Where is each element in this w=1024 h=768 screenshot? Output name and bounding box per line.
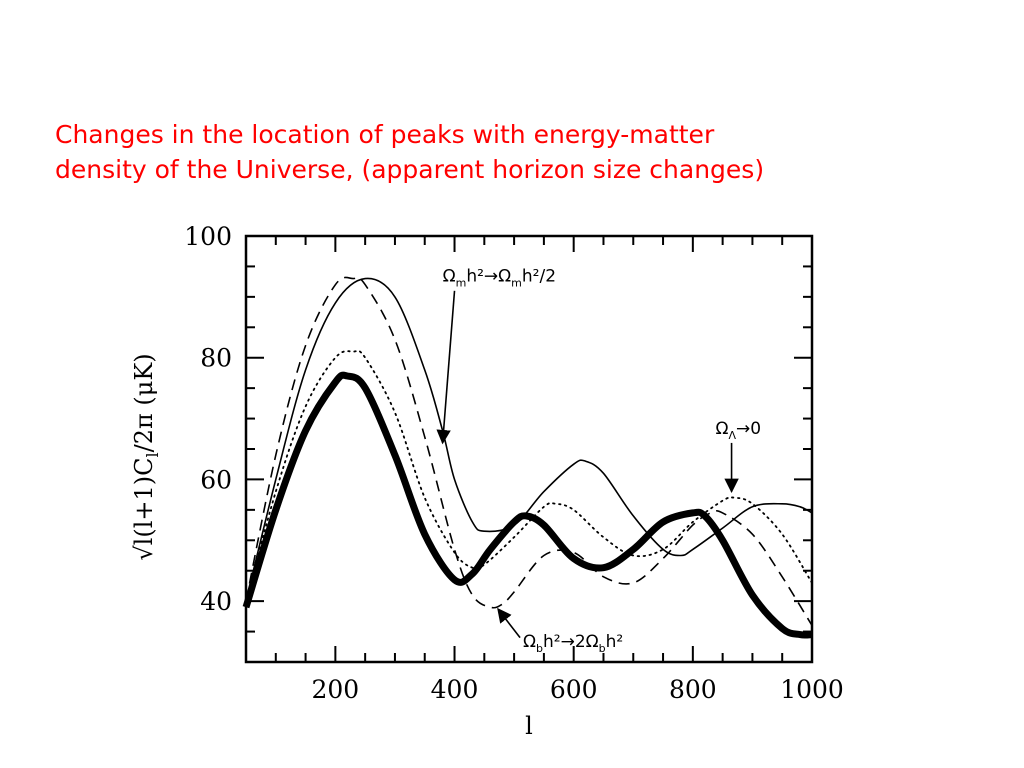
y-tick-label: 100	[184, 222, 232, 251]
series-line-solid	[245, 277, 813, 602]
annotation-arrow-1	[436, 290, 456, 445]
y-axis-label-rest: /2π (μK)	[130, 353, 158, 452]
slide-title-line-2: density of the Universe, (apparent horiz…	[55, 155, 765, 184]
annotation-omega-m: Ωmh²→Ωmh²/2	[443, 267, 556, 290]
plot-frame	[244, 234, 814, 664]
y-axis-label-sub: l	[143, 452, 162, 457]
y-tick-label: 40	[200, 587, 232, 616]
y-tick-label: 60	[200, 465, 232, 494]
slide-title-line-1: Changes in the location of peaks with en…	[55, 120, 715, 149]
y-tick-label: 80	[200, 344, 232, 373]
series-layer	[242, 276, 813, 639]
annotation-layer	[436, 290, 739, 639]
x-tick-label: 1000	[780, 675, 844, 704]
series-line-thick-solid	[242, 371, 813, 639]
axis-tick-labels: 200 400 600 800 1000 40 60 80 100	[184, 222, 844, 704]
series-line-dashed	[245, 276, 813, 626]
axis-ticks	[245, 235, 813, 663]
slide-title: Changes in the location of peaks with en…	[55, 117, 955, 187]
annotation-omega-b: Ωbh²→2Ωbh²	[523, 632, 623, 655]
y-axis-label-body: l(l+1)C	[130, 458, 158, 546]
x-tick-label: 200	[312, 675, 360, 704]
x-tick-label: 800	[669, 675, 717, 704]
x-tick-label: 400	[431, 675, 479, 704]
x-tick-label: 600	[550, 675, 598, 704]
series-line-dotted	[245, 349, 813, 602]
y-axis-label: √l(l+1)Cl/2π (μK)	[130, 353, 162, 560]
x-axis-label: l	[525, 712, 533, 740]
y-axis-label-sqrt: √	[130, 545, 158, 561]
annotation-arrow-3	[497, 607, 521, 639]
annotation-omega-lambda: ΩΛ→0	[715, 419, 761, 442]
